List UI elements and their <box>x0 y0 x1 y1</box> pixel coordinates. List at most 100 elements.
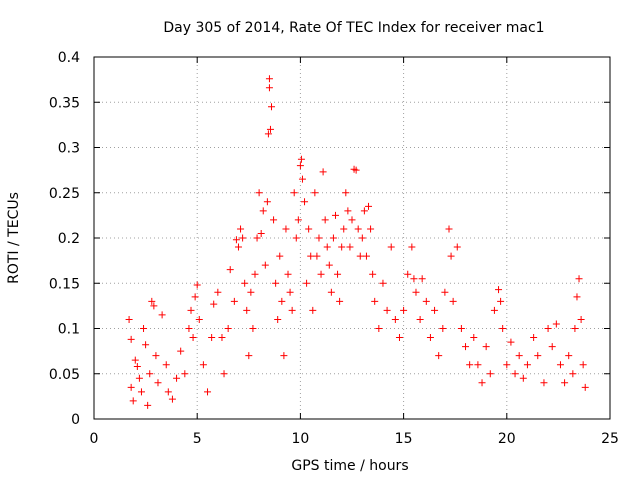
grid-layer <box>94 57 610 419</box>
data-point <box>579 361 587 369</box>
data-point <box>369 270 377 278</box>
data-point <box>214 288 222 296</box>
data-point <box>523 361 531 369</box>
data-point <box>296 162 304 170</box>
data-point <box>195 315 203 323</box>
data-point <box>307 252 315 260</box>
data-point <box>548 343 556 351</box>
data-point <box>210 300 218 308</box>
data-point <box>569 370 577 378</box>
data-point <box>466 361 474 369</box>
chart-title: Day 305 of 2014, Rate Of TEC Index for r… <box>163 20 544 36</box>
data-point <box>371 297 379 305</box>
data-point <box>331 211 339 219</box>
data-point <box>482 343 490 351</box>
data-point <box>284 270 292 278</box>
data-point <box>173 374 181 382</box>
data-point <box>571 325 579 332</box>
data-point <box>268 103 276 111</box>
data-point <box>565 352 573 360</box>
data-point <box>354 225 362 233</box>
y-tick-label: 0.15 <box>49 276 80 292</box>
data-point <box>338 243 346 251</box>
data-point <box>241 279 249 287</box>
data-point <box>315 234 323 242</box>
data-point <box>249 325 257 332</box>
data-point <box>276 252 284 260</box>
data-point <box>129 397 137 405</box>
data-point <box>577 315 585 323</box>
data-point <box>265 84 273 92</box>
data-point <box>317 270 325 278</box>
data-point <box>470 334 478 342</box>
data-point <box>412 288 420 296</box>
data-point <box>404 270 412 278</box>
data-point <box>323 243 331 251</box>
data-point <box>243 306 251 314</box>
data-point <box>519 374 527 382</box>
data-point <box>234 243 242 251</box>
data-point <box>127 383 135 391</box>
data-point <box>352 166 360 174</box>
data-point <box>301 198 309 206</box>
data-point <box>391 315 399 323</box>
data-point <box>257 229 265 237</box>
data-point <box>431 306 439 314</box>
data-point <box>556 361 564 369</box>
data-point <box>313 252 321 260</box>
data-point <box>503 361 511 369</box>
data-point <box>360 207 368 215</box>
x-tick-label: 20 <box>498 431 516 447</box>
data-point <box>185 325 193 332</box>
data-point <box>286 288 294 296</box>
data-point <box>552 320 560 328</box>
data-point <box>348 216 356 224</box>
data-point <box>309 306 317 314</box>
y-tick-label: 0.25 <box>49 186 80 202</box>
data-point <box>379 279 387 287</box>
data-point <box>158 311 166 319</box>
data-point <box>259 207 267 215</box>
data-point <box>282 225 290 233</box>
data-point <box>303 279 311 287</box>
data-point <box>292 234 300 242</box>
data-point <box>457 325 465 332</box>
data-point <box>294 216 302 224</box>
data-point <box>154 379 162 387</box>
data-point <box>181 370 189 378</box>
data-point <box>204 388 212 396</box>
data-point <box>239 234 247 242</box>
x-tick-label: 5 <box>193 431 202 447</box>
data-point <box>264 130 272 138</box>
data-point <box>255 189 263 197</box>
data-point <box>272 279 280 287</box>
data-point <box>499 325 507 332</box>
data-point <box>162 361 170 369</box>
data-point <box>218 334 226 342</box>
data-point <box>356 252 364 260</box>
data-point <box>297 155 305 163</box>
y-tick-label: 0.4 <box>58 50 80 66</box>
data-point <box>435 352 443 360</box>
data-point <box>265 75 273 83</box>
data-point <box>187 306 195 314</box>
data-point <box>298 175 306 183</box>
data-point <box>478 379 486 387</box>
data-point <box>495 286 503 294</box>
y-tick-label: 0.05 <box>49 367 80 383</box>
data-point <box>288 306 296 314</box>
data-point <box>486 370 494 378</box>
data-point <box>515 352 523 360</box>
y-tick-label: 0.3 <box>58 141 80 157</box>
data-point <box>342 189 350 197</box>
data-point <box>358 234 366 242</box>
data-point <box>253 234 261 242</box>
data-point <box>329 234 337 242</box>
data-point <box>140 325 148 332</box>
data-point <box>511 370 519 378</box>
ticks-layer: 0 5 10 15 20 25 0 0.05 0.1 0.15 0.2 0.25 0.3 0.35 0.4 <box>49 50 619 447</box>
data-point <box>144 401 152 409</box>
data-point <box>449 297 457 305</box>
y-tick-label: 0.2 <box>58 231 80 247</box>
